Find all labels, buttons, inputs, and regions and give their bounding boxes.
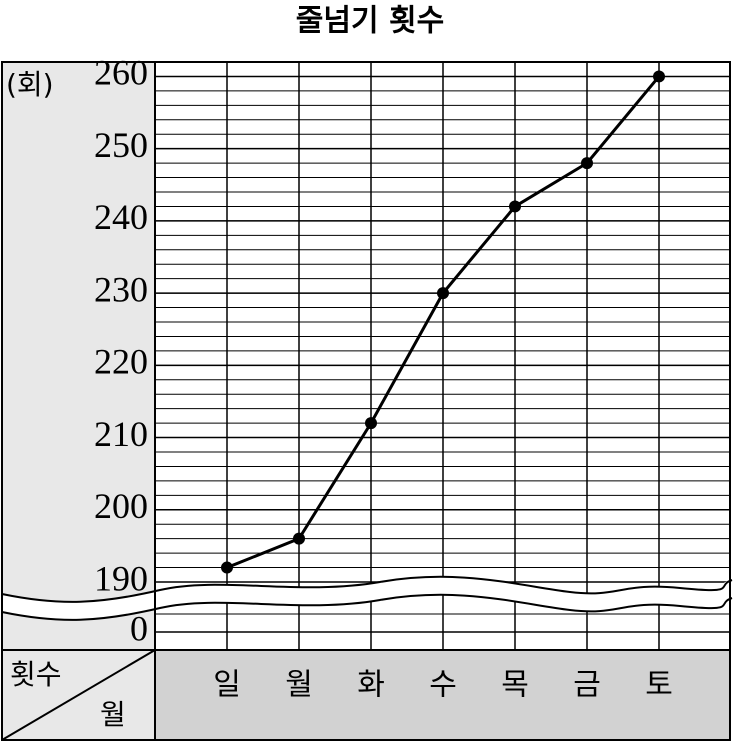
x-tick-label: 월: [285, 668, 313, 703]
corner-diagonal: [1, 649, 156, 741]
corner-x-label: 월: [100, 698, 126, 731]
y-tick-label: 190: [94, 558, 148, 598]
data-point: [365, 417, 377, 430]
y-tick-label: 250: [94, 125, 148, 165]
x-tick-label: 일: [213, 668, 241, 703]
frame: [1, 61, 731, 741]
plot: [221, 70, 665, 574]
y-tick-label: 240: [94, 197, 148, 237]
y-tick-label: 200: [94, 486, 148, 526]
data-point: [653, 70, 665, 83]
x-tick-label: 금: [573, 668, 601, 703]
y-label-column: [2, 62, 155, 650]
x-tick-label: 토: [645, 668, 673, 703]
break-fill: [0, 576, 735, 620]
break-line: [1, 575, 733, 603]
y-tick-label: 220: [94, 342, 148, 382]
y-unit: (회): [6, 68, 54, 101]
data-point: [581, 157, 593, 170]
y-tick-label: 260: [94, 53, 148, 93]
category-row: [155, 650, 730, 740]
y-tick-label: 210: [94, 414, 148, 454]
data-point: [293, 532, 305, 545]
y-tick-label: 230: [94, 269, 148, 309]
chart-title: 줄넘기 횟수: [296, 4, 444, 39]
x-tick-label: 화: [357, 668, 385, 703]
data-point: [437, 287, 449, 300]
axis-break: [0, 575, 735, 621]
break-line: [1, 593, 733, 621]
corner-y-label: 횟수: [10, 658, 62, 691]
grid: [155, 61, 730, 650]
data-point: [221, 561, 233, 574]
x-tick-label: 목: [501, 668, 529, 703]
y-tick-label: 0: [130, 608, 148, 648]
data-point: [509, 200, 521, 213]
x-tick-label: 수: [429, 668, 457, 703]
